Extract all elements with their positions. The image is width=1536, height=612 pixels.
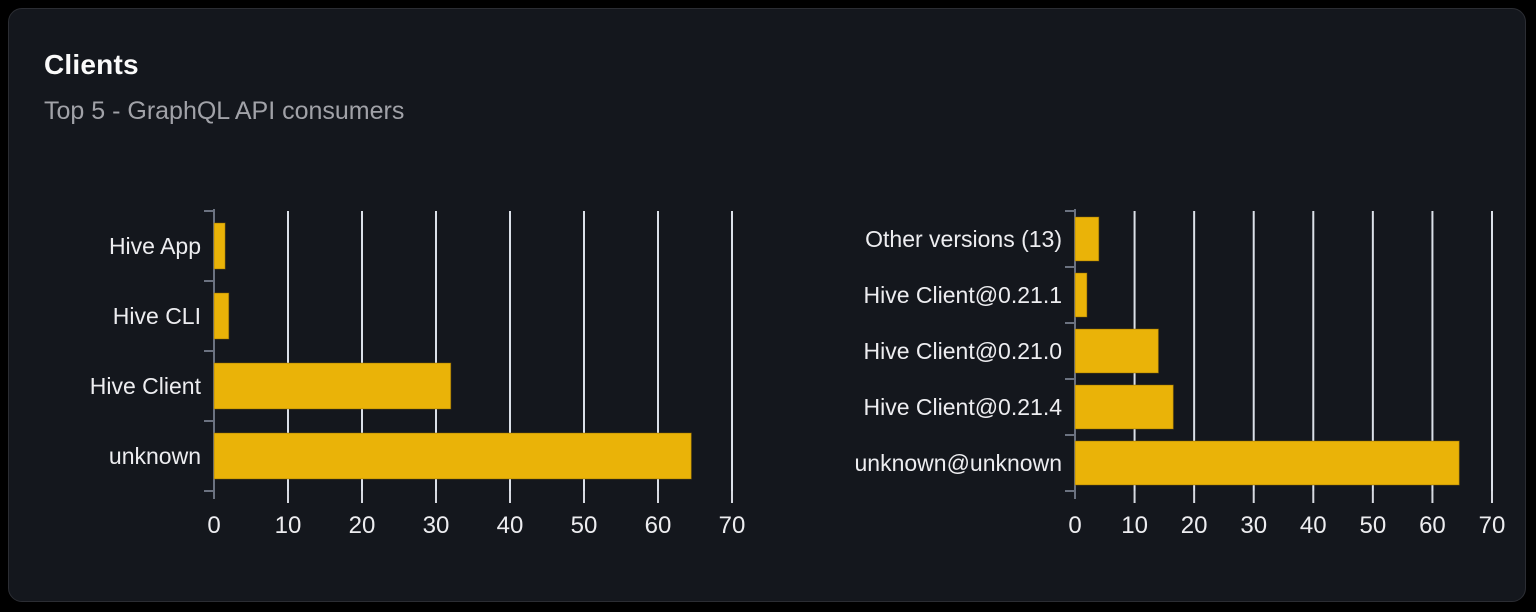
x-tick-label: 50 bbox=[571, 512, 598, 539]
x-tick-label: 50 bbox=[1360, 512, 1387, 539]
card-subtitle: Top 5 - GraphQL API consumers bbox=[44, 97, 405, 125]
x-tick-label: 40 bbox=[1300, 512, 1327, 539]
clients-bar-chart: Hive App Hive CLI Hive Client unknown 0 10 20 3… bbox=[90, 209, 746, 539]
category-label: Hive CLI bbox=[113, 303, 201, 329]
category-label: unknown@unknown bbox=[855, 450, 1062, 476]
bar bbox=[213, 432, 692, 480]
x-tick-label: 40 bbox=[497, 512, 524, 539]
x-tick-label: 30 bbox=[1240, 512, 1267, 539]
x-tick-label: 20 bbox=[1181, 512, 1208, 539]
bar bbox=[213, 292, 230, 340]
x-tick-label: 60 bbox=[1419, 512, 1446, 539]
category-label: Other versions (13) bbox=[865, 226, 1062, 252]
x-tick-label: 0 bbox=[1068, 512, 1081, 539]
bar bbox=[213, 222, 226, 270]
bar bbox=[1074, 272, 1088, 318]
category-label: Hive Client@0.21.0 bbox=[864, 338, 1063, 364]
bar bbox=[1074, 384, 1174, 430]
clients-card: Clients Top 5 - GraphQL API consumers Hi… bbox=[8, 8, 1526, 602]
category-label: Hive Client bbox=[90, 373, 202, 399]
category-label: Hive Client@0.21.1 bbox=[864, 282, 1063, 308]
x-tick-label: 10 bbox=[275, 512, 302, 539]
client-versions-bar-chart: Other versions (13) Hive Client@0.21.1 Hiv… bbox=[855, 209, 1506, 539]
x-tick-label: 70 bbox=[1479, 512, 1506, 539]
card-title: Clients bbox=[44, 49, 139, 80]
category-label: unknown bbox=[109, 443, 201, 469]
x-tick-label: 0 bbox=[207, 512, 220, 539]
x-tick-label: 70 bbox=[719, 512, 746, 539]
x-tick-label: 60 bbox=[645, 512, 672, 539]
x-tick-label: 20 bbox=[349, 512, 376, 539]
bar bbox=[213, 362, 452, 410]
x-tick-label: 10 bbox=[1121, 512, 1148, 539]
category-label: Hive App bbox=[109, 233, 201, 259]
category-label: Hive Client@0.21.4 bbox=[864, 394, 1063, 420]
bar bbox=[1074, 216, 1100, 262]
bar bbox=[1074, 440, 1460, 486]
bar bbox=[1074, 328, 1159, 374]
x-tick-label: 30 bbox=[423, 512, 450, 539]
